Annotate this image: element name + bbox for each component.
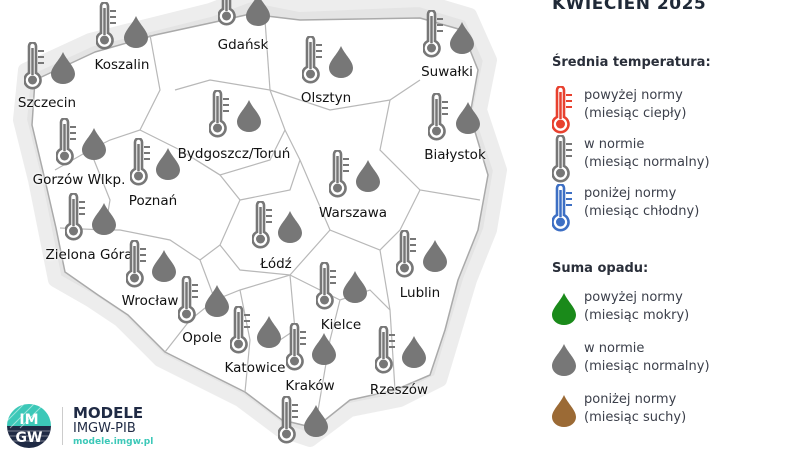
drop-grey-icon xyxy=(552,344,576,380)
city-label: Olsztyn xyxy=(300,90,352,106)
drop-icon xyxy=(257,316,281,352)
thermometer-icon xyxy=(301,35,324,88)
drop-brown-icon xyxy=(552,395,576,431)
legend-line2: (miesiąc normalny) xyxy=(584,359,710,374)
voivodeship-borders xyxy=(54,19,481,429)
thermometer-red-icon xyxy=(551,85,574,138)
city-label: Katowice xyxy=(224,360,286,376)
thermometer-icon xyxy=(285,322,308,375)
drop-icon xyxy=(82,128,106,164)
drop-icon xyxy=(450,22,474,58)
legend-line1: powyżej normy xyxy=(584,290,683,305)
city-label: Poznań xyxy=(128,193,178,209)
city-label: Warszawa xyxy=(318,205,388,221)
drop-icon xyxy=(329,46,353,82)
city-label: Szczecin xyxy=(17,95,77,111)
thermometer-icon xyxy=(251,200,274,253)
thermometer-icon xyxy=(125,239,148,292)
page-title: KWIECIEŃ 2025 xyxy=(552,0,707,14)
legend-line2: (miesiąc normalny) xyxy=(584,155,710,170)
legend-line2: (miesiąc chłodny) xyxy=(584,204,700,219)
drop-icon xyxy=(456,102,480,138)
logo-divider xyxy=(62,407,63,445)
legend-line1: w normie xyxy=(584,341,645,356)
city-label: Gdańsk xyxy=(217,37,269,53)
city-label: Wrocław xyxy=(121,293,179,309)
legend-line1: poniżej normy xyxy=(584,186,677,201)
drop-icon xyxy=(304,405,328,441)
drop-icon xyxy=(246,0,270,30)
thermometer-icon xyxy=(129,137,152,190)
thermometer-icon xyxy=(229,305,252,358)
city-label: Kielce xyxy=(320,317,362,333)
thermometer-icon xyxy=(315,261,338,314)
city-label: Suwałki xyxy=(421,64,473,80)
thermometer-icon xyxy=(55,117,78,170)
drop-icon xyxy=(124,16,148,52)
thermometer-icon xyxy=(64,192,87,245)
drop-icon xyxy=(156,148,180,184)
drop-icon xyxy=(92,203,116,239)
thermometer-icon xyxy=(177,275,200,328)
thermometer-icon xyxy=(395,229,418,282)
thermometer-grey-icon xyxy=(551,134,574,187)
drop-icon xyxy=(402,336,426,372)
city-label: Łódź xyxy=(260,256,292,272)
legend-line1: w normie xyxy=(584,137,645,152)
city-label: Bydgoszcz/Toruń xyxy=(177,146,291,162)
city-label: Zielona Góra xyxy=(45,247,133,263)
city-label: Lublin xyxy=(399,285,441,301)
drop-icon xyxy=(152,250,176,286)
thermometer-icon xyxy=(427,92,450,145)
temperature-legend-item: poniżej normy (miesiąc chłodny) xyxy=(584,185,699,221)
temperature-legend-heading: Średnia temperatura: xyxy=(552,55,711,70)
city-label: Koszalin xyxy=(94,57,150,73)
thermometer-icon xyxy=(374,325,397,378)
legend-line2: (miesiąc ciepły) xyxy=(584,106,687,121)
legend-line1: poniżej normy xyxy=(584,392,677,407)
precip-legend-item: poniżej normy (miesiąc suchy) xyxy=(584,391,686,427)
precip-legend-item: w normie (miesiąc normalny) xyxy=(584,340,710,376)
logo-subtitle: IMGW-PIB xyxy=(73,421,136,436)
drop-icon xyxy=(237,100,261,136)
thermometer-icon xyxy=(422,9,445,62)
thermometer-icon xyxy=(217,0,240,30)
city-label: Gorzów Wlkp. xyxy=(32,172,126,188)
temperature-legend-item: w normie (miesiąc normalny) xyxy=(584,136,710,172)
svg-text:GW: GW xyxy=(16,430,43,446)
legend-line2: (miesiąc suchy) xyxy=(584,410,687,425)
thermometer-icon xyxy=(95,1,118,54)
logo-title: MODELE xyxy=(73,404,144,422)
drop-icon xyxy=(205,285,229,321)
city-label: Kraków xyxy=(285,378,335,394)
thermometer-icon xyxy=(277,395,300,448)
drop-icon xyxy=(423,240,447,276)
legend-line1: powyżej normy xyxy=(584,88,683,103)
drop-icon xyxy=(51,52,75,88)
drop-icon xyxy=(356,160,380,196)
thermometer-icon xyxy=(208,89,231,142)
thermometer-icon xyxy=(328,149,351,202)
drop-green-icon xyxy=(552,293,576,329)
city-label: Rzeszów xyxy=(369,382,429,398)
drop-icon xyxy=(312,333,336,369)
thermometer-icon xyxy=(23,41,46,94)
svg-text:IM: IM xyxy=(19,412,38,428)
logo-url[interactable]: modele.imgw.pl xyxy=(73,437,154,447)
thermometer-blue-icon xyxy=(551,183,574,236)
precip-legend-heading: Suma opadu: xyxy=(552,261,649,276)
city-label: Białystok xyxy=(424,147,486,163)
drop-icon xyxy=(343,271,367,307)
precip-legend-item: powyżej normy (miesiąc mokry) xyxy=(584,289,689,325)
imgw-logo-icon: IM GW xyxy=(7,404,51,448)
drop-icon xyxy=(278,211,302,247)
temperature-legend-item: powyżej normy (miesiąc ciepły) xyxy=(584,87,686,123)
city-label: Opole xyxy=(182,330,222,346)
legend-line2: (miesiąc mokry) xyxy=(584,308,690,323)
